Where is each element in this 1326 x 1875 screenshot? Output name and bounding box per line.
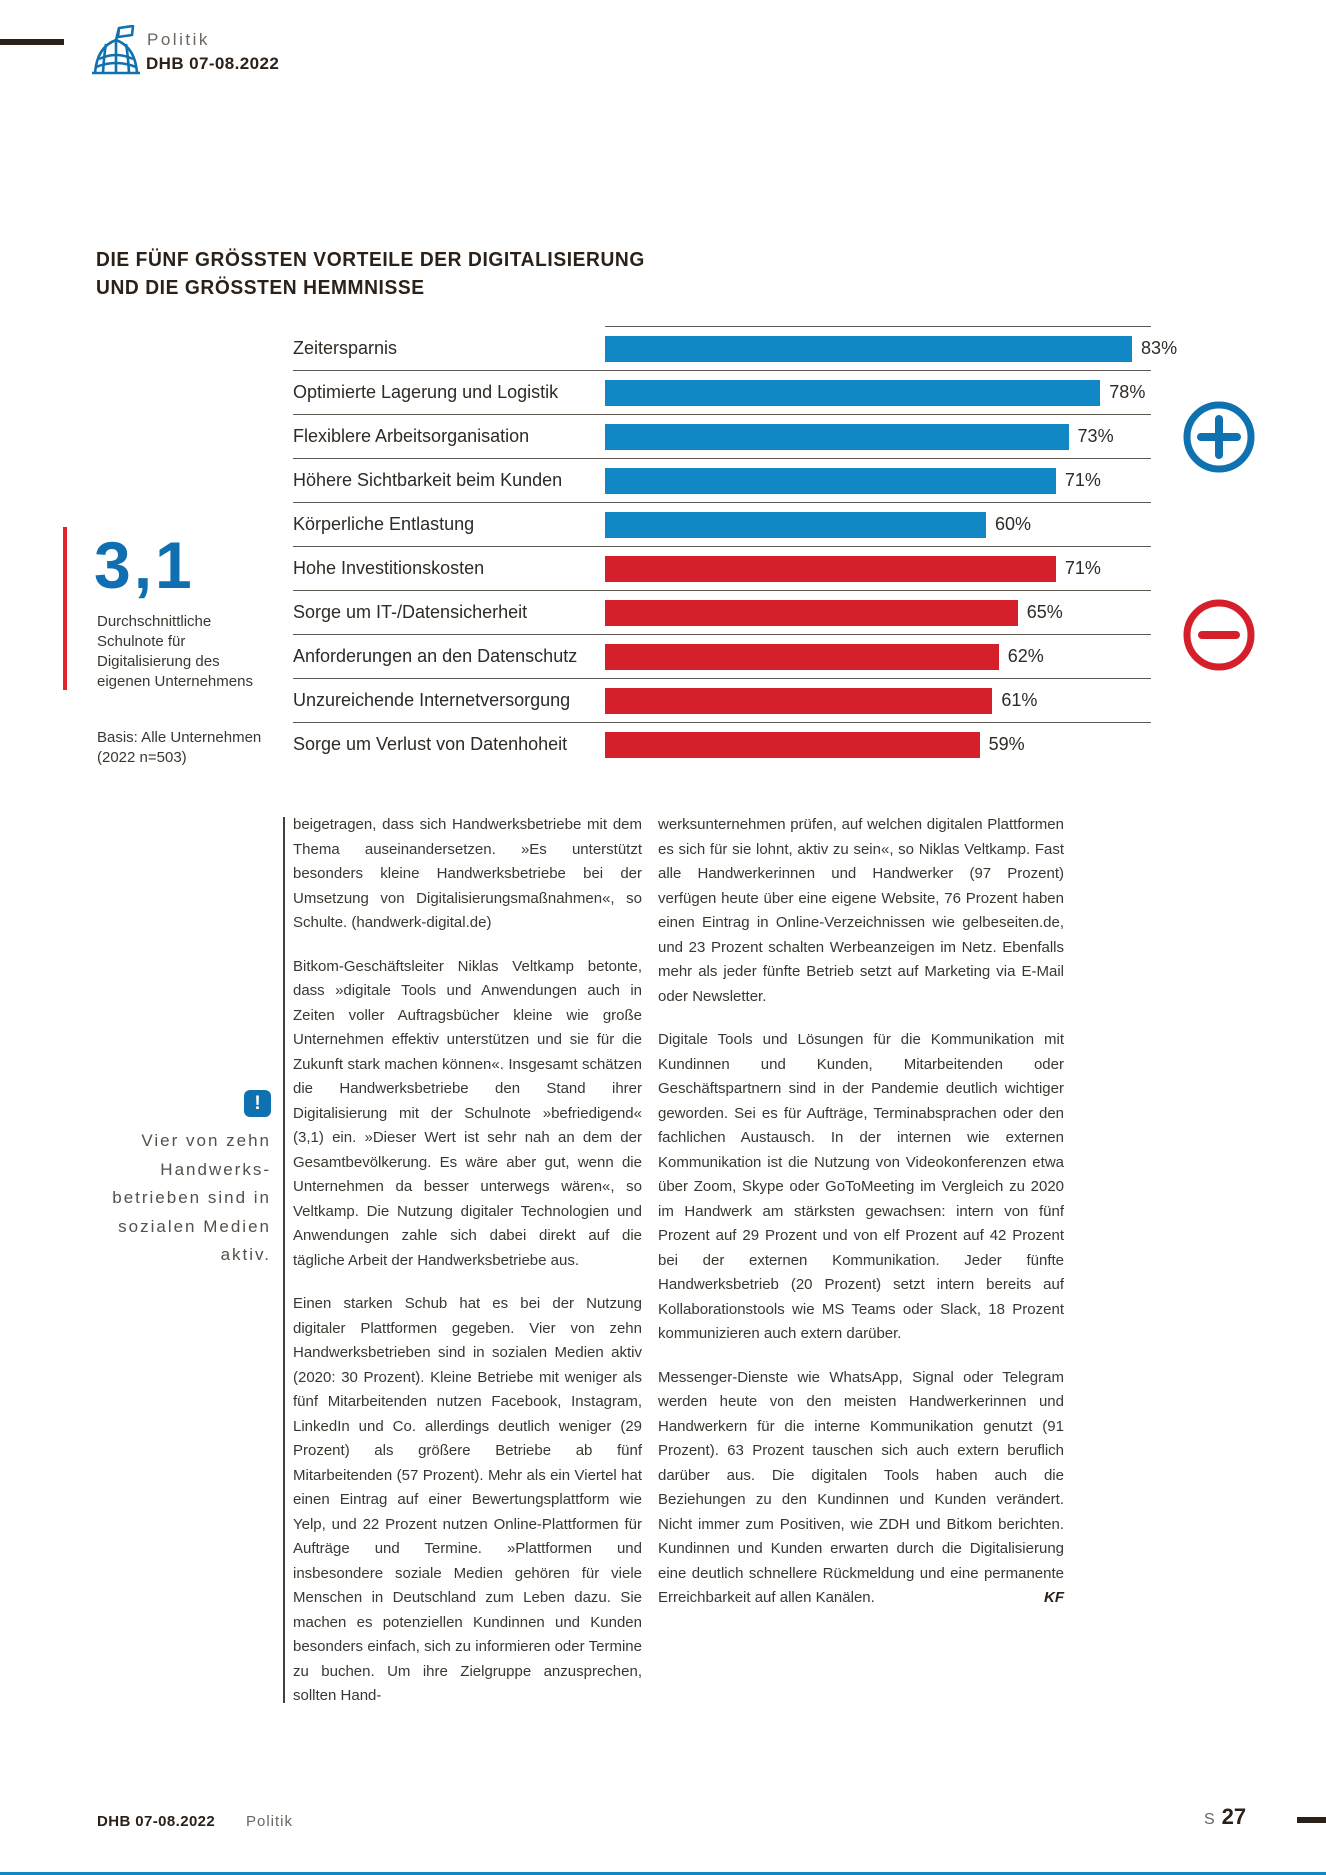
chart-title-line2: UND DIE GRÖSSTEN HEMMNISSE: [96, 277, 425, 299]
chart-bar-obstacle: [605, 599, 1018, 626]
chart-row: Optimierte Lagerung und Logistik 78%: [293, 371, 1151, 415]
pull-quote-line: aktiv.: [220, 1245, 271, 1264]
issue-label: DHB 07-08.2022: [146, 54, 280, 73]
chart-bar-advantage: [605, 511, 986, 538]
article-paragraph: Bitkom-Geschäftsleiter Niklas Veltkamp b…: [293, 957, 642, 1269]
chart-value-label: 60%: [995, 514, 1032, 534]
chart-row: Höhere Sichtbarkeit beim Kunden 71%: [293, 459, 1151, 503]
chart-value-label: 59%: [988, 734, 1025, 754]
chart-row-label: Unzureichende Internetversorgung: [293, 690, 571, 710]
chart-row-label: Hohe Investitionskosten: [293, 558, 485, 578]
chart-bar-advantage: [605, 335, 1133, 362]
chart-row-label: Körperliche Entlastung: [293, 514, 475, 534]
chart-value-label: 62%: [1007, 646, 1044, 666]
chart-row: Sorge um Verlust von Datenhoheit 59%: [293, 723, 1151, 766]
chart-row: Zeitersparnis 83%: [293, 327, 1177, 371]
chart-row-label: Sorge um IT-/Datensicherheit: [293, 602, 528, 622]
chart-row: Sorge um IT-/Datensicherheit 65%: [293, 591, 1151, 635]
chart-row: Unzureichende Internetversorgung 61%: [293, 679, 1151, 723]
stat-caption: Durchschnittliche Schulnote für Digitali…: [97, 613, 253, 690]
chart-bar-advantage: [605, 423, 1069, 450]
chart-row: Flexiblere Arbeitsorganisation 73%: [293, 415, 1151, 459]
footer-issue: DHB 07-08.2022: [97, 1813, 216, 1830]
minus-circle-icon: [1183, 599, 1255, 671]
chart-top-rule: [605, 326, 1151, 327]
stat-callout-rule: [63, 527, 67, 690]
article-paragraph: beigetragen, dass sich Handwerksbetriebe…: [293, 816, 642, 931]
footer-page-prefix: S: [1204, 1811, 1215, 1828]
chart-bar-obstacle: [605, 687, 993, 714]
chart-rows: Zeitersparnis 83% Optimierte Lagerung und …: [293, 327, 1177, 766]
reichstag-dome-icon: [92, 25, 140, 75]
chart-bar-obstacle: [605, 643, 999, 670]
column-rule: [283, 817, 285, 1703]
stat-basis: Basis: Alle Unternehmen (2022 n=503): [97, 729, 262, 766]
article-paragraph: Messenger-Dienste wie WhatsApp, Signal o…: [658, 1366, 1064, 1611]
pull-quote-line: Vier von zehn: [141, 1131, 271, 1150]
chart-value-label: 73%: [1077, 426, 1114, 446]
chart-value-label: 71%: [1064, 558, 1101, 578]
chart-value-label: 71%: [1064, 470, 1101, 490]
pull-quote-line: sozialen Medien: [118, 1216, 271, 1236]
chart-value-label: 61%: [1001, 690, 1038, 710]
chart-bar-obstacle: [605, 555, 1056, 582]
exclamation-icon: !: [244, 1090, 271, 1117]
pull-quote: ! Vier von zehn Handwerks-betrieben sind …: [52, 1090, 271, 1270]
article-paragraph: Digitale Tools und Lösungen für die Komm…: [658, 1031, 1064, 1342]
bar-chart: Zeitersparnis 83% Optimierte Lagerung und …: [293, 326, 1177, 766]
chart-bar-advantage: [605, 379, 1101, 406]
chart-value-label: 65%: [1026, 602, 1063, 622]
chart-value-label: 78%: [1109, 382, 1146, 402]
article-paragraph: Einen starken Schub hat es bei der Nutzu…: [293, 1295, 642, 1704]
footer-rule: [1297, 1817, 1326, 1823]
plus-circle-icon: [1183, 401, 1255, 473]
chart-row-label: Höhere Sichtbarkeit beim Kunden: [293, 470, 563, 490]
article-column-2: werksunternehmen prüfen, auf welchen dig…: [658, 813, 1064, 1611]
footer-page-value: 27: [1221, 1804, 1247, 1829]
chart-title-line1: DIE FÜNF GRÖSSTEN VORTEILE DER DIGITALIS…: [96, 249, 645, 271]
pull-quote-line: betrieben sind in: [112, 1188, 271, 1207]
chart-row: Körperliche Entlastung 60%: [293, 503, 1151, 547]
chart-row-label: Optimierte Lagerung und Logistik: [293, 382, 559, 402]
footer-section: Politik: [246, 1813, 294, 1830]
chart-title: DIE FÜNF GRÖSSTEN VORTEILE DER DIGITALIS…: [96, 246, 787, 302]
chart-row-label: Sorge um Verlust von Datenhoheit: [293, 734, 568, 754]
chart-value-label: 83%: [1141, 338, 1178, 358]
footer-page-number: S 27: [1204, 1804, 1246, 1830]
article-paragraph: werksunternehmen prüfen, auf welchen dig…: [658, 816, 1064, 1005]
chart-row-label: Zeitersparnis: [293, 338, 398, 358]
chart-row: Hohe Investitionskosten 71%: [293, 547, 1151, 591]
chart-bar-obstacle: [605, 731, 980, 758]
page-bottom-border: [0, 1872, 1326, 1875]
chart-row-label: Flexiblere Arbeitsorganisation: [293, 426, 530, 446]
header-rule: [0, 39, 64, 45]
chart-bar-advantage: [605, 467, 1056, 494]
stat-value: 3,1: [94, 528, 195, 602]
chart-row: Anforderungen an den Datenschutz 62%: [293, 635, 1151, 679]
chart-row-label: Anforderungen an den Datenschutz: [293, 646, 578, 666]
article-column-1: beigetragen, dass sich Handwerksbetriebe…: [293, 813, 642, 1709]
pull-quote-text: Vier von zehn Handwerks-betrieben sind in…: [52, 1127, 271, 1270]
section-kicker: Politik: [147, 30, 210, 49]
author-initials: KF: [1044, 1589, 1064, 1606]
pull-quote-line: Handwerks-: [160, 1159, 271, 1179]
